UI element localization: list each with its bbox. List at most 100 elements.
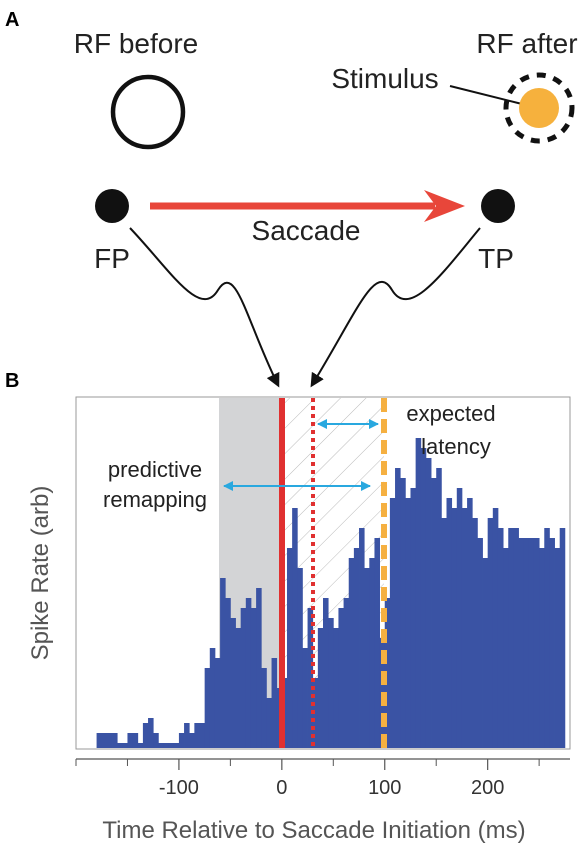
histogram-bar xyxy=(518,538,525,748)
histogram-bar xyxy=(158,743,164,748)
x-axis-title: Time Relative to Saccade Initiation (ms) xyxy=(102,817,525,844)
histogram-bar xyxy=(292,508,298,748)
fp-to-onset-arrow xyxy=(129,227,280,388)
histogram-bar xyxy=(508,528,514,748)
histogram-bar xyxy=(189,733,195,748)
histogram-bar xyxy=(101,733,108,748)
histogram-bar xyxy=(415,438,422,748)
histogram-bar xyxy=(441,518,447,748)
panel-b-letter: B xyxy=(5,370,19,392)
tp-to-onset-arrow xyxy=(310,227,481,388)
rf-before-label: RF before xyxy=(74,28,199,59)
histogram-bar xyxy=(153,733,159,748)
histogram-bar xyxy=(338,608,344,748)
histogram-bar xyxy=(256,588,262,748)
rf-after-dashed-circle xyxy=(503,72,575,144)
histogram-bar xyxy=(286,548,293,748)
histogram-bar xyxy=(451,508,458,748)
histogram-bar xyxy=(549,538,555,748)
histogram-bar xyxy=(214,658,221,748)
x-axis-ticks: -100 0 100 200 xyxy=(75,759,540,799)
histogram-bar xyxy=(199,723,206,748)
stimulus-pointer-line xyxy=(449,85,523,105)
rf-after-label: RF after xyxy=(476,28,577,59)
histogram-bar xyxy=(302,648,308,748)
expected-latency-label-line1: expected xyxy=(406,401,495,426)
histogram-bar xyxy=(225,598,231,748)
histogram-bar xyxy=(323,598,329,748)
histogram-bar xyxy=(168,743,175,748)
histogram-bar xyxy=(137,743,144,748)
histogram-bar xyxy=(353,548,360,748)
histogram-bar xyxy=(240,608,247,748)
histogram-bar xyxy=(554,548,561,748)
histogram-bar xyxy=(173,743,180,748)
stimulus-label: Stimulus xyxy=(331,63,438,94)
histogram-bar xyxy=(410,488,417,748)
histogram-bar xyxy=(271,658,278,748)
histogram-bar xyxy=(163,743,170,748)
x-tick-label: -100 xyxy=(159,777,199,799)
stimulus-dot xyxy=(519,88,559,128)
histogram-bar xyxy=(472,518,478,748)
histogram-bar xyxy=(487,518,494,748)
histogram-bar xyxy=(461,508,468,748)
histogram-bar xyxy=(369,558,375,748)
histogram-bar xyxy=(420,448,427,748)
histogram-bar xyxy=(220,578,226,748)
histogram-bar xyxy=(96,733,103,748)
histogram-bar xyxy=(523,538,530,748)
histogram-bar xyxy=(204,668,211,748)
histogram-bar xyxy=(142,723,149,748)
histogram-bar xyxy=(178,733,185,748)
histogram-bar xyxy=(431,478,437,748)
histogram-bar xyxy=(389,498,396,748)
x-tick-label: 100 xyxy=(368,777,401,799)
histogram-bar xyxy=(482,558,489,748)
histogram-bar xyxy=(333,628,339,748)
panel-a-letter: A xyxy=(5,9,19,31)
expected-latency-label-line2: latency xyxy=(421,434,491,459)
histogram-bar xyxy=(328,618,334,748)
histogram-bar xyxy=(405,498,411,748)
histogram-bar xyxy=(132,733,139,748)
histogram-bar xyxy=(348,558,355,748)
plot-frame xyxy=(75,396,571,750)
x-tick-label: 0 xyxy=(276,777,287,799)
histogram-bar xyxy=(209,648,216,748)
histogram-bar xyxy=(148,718,154,748)
histogram-bar xyxy=(106,733,113,748)
histogram-bar xyxy=(297,568,303,748)
histogram-bar xyxy=(266,698,272,748)
saccade-arrowhead xyxy=(424,190,465,222)
tp-label: TP xyxy=(478,243,514,274)
histogram-bar xyxy=(492,508,499,748)
histogram-bar xyxy=(112,733,118,748)
histogram-bar xyxy=(446,498,453,748)
saccade-label: Saccade xyxy=(252,215,361,246)
histogram-bar xyxy=(117,743,123,748)
histogram-bar xyxy=(127,733,134,748)
target-point xyxy=(481,189,515,223)
histogram-bar xyxy=(250,608,257,748)
histogram-bar xyxy=(194,723,200,748)
histogram-bar xyxy=(230,618,236,748)
histogram-bar xyxy=(497,528,504,748)
rf-before-circle xyxy=(110,74,186,150)
histogram-bar xyxy=(400,478,406,748)
histogram-bar xyxy=(122,743,128,748)
histogram-bar xyxy=(395,468,401,748)
x-tick-label: 200 xyxy=(471,777,504,799)
histogram-bar xyxy=(477,538,483,748)
histogram-bar xyxy=(456,488,463,748)
histogram-bar xyxy=(261,668,267,748)
histogram-bar xyxy=(364,568,370,748)
histogram-bar xyxy=(184,723,190,748)
histogram-bar xyxy=(544,528,550,748)
histogram-bar xyxy=(467,498,473,748)
histogram-bar xyxy=(513,528,519,748)
histogram-bar xyxy=(539,548,545,748)
fixation-point xyxy=(95,189,129,223)
histogram-bar xyxy=(312,678,319,748)
